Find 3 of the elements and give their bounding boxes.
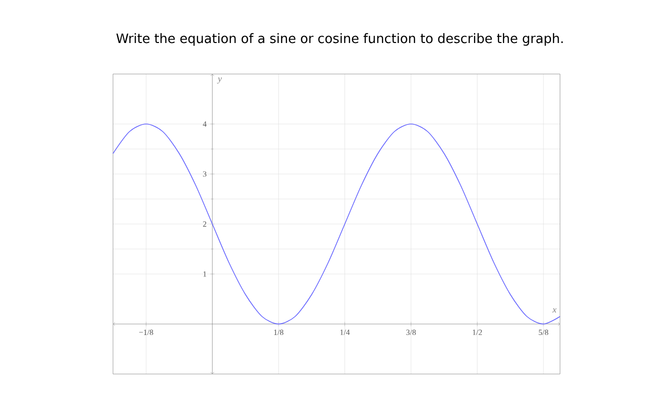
- y-axis-title: y: [217, 78, 222, 84]
- chart-title: Write the equation of a sine or cosine function to describe the graph.: [116, 33, 563, 46]
- x-axis-title: x: [552, 308, 556, 313]
